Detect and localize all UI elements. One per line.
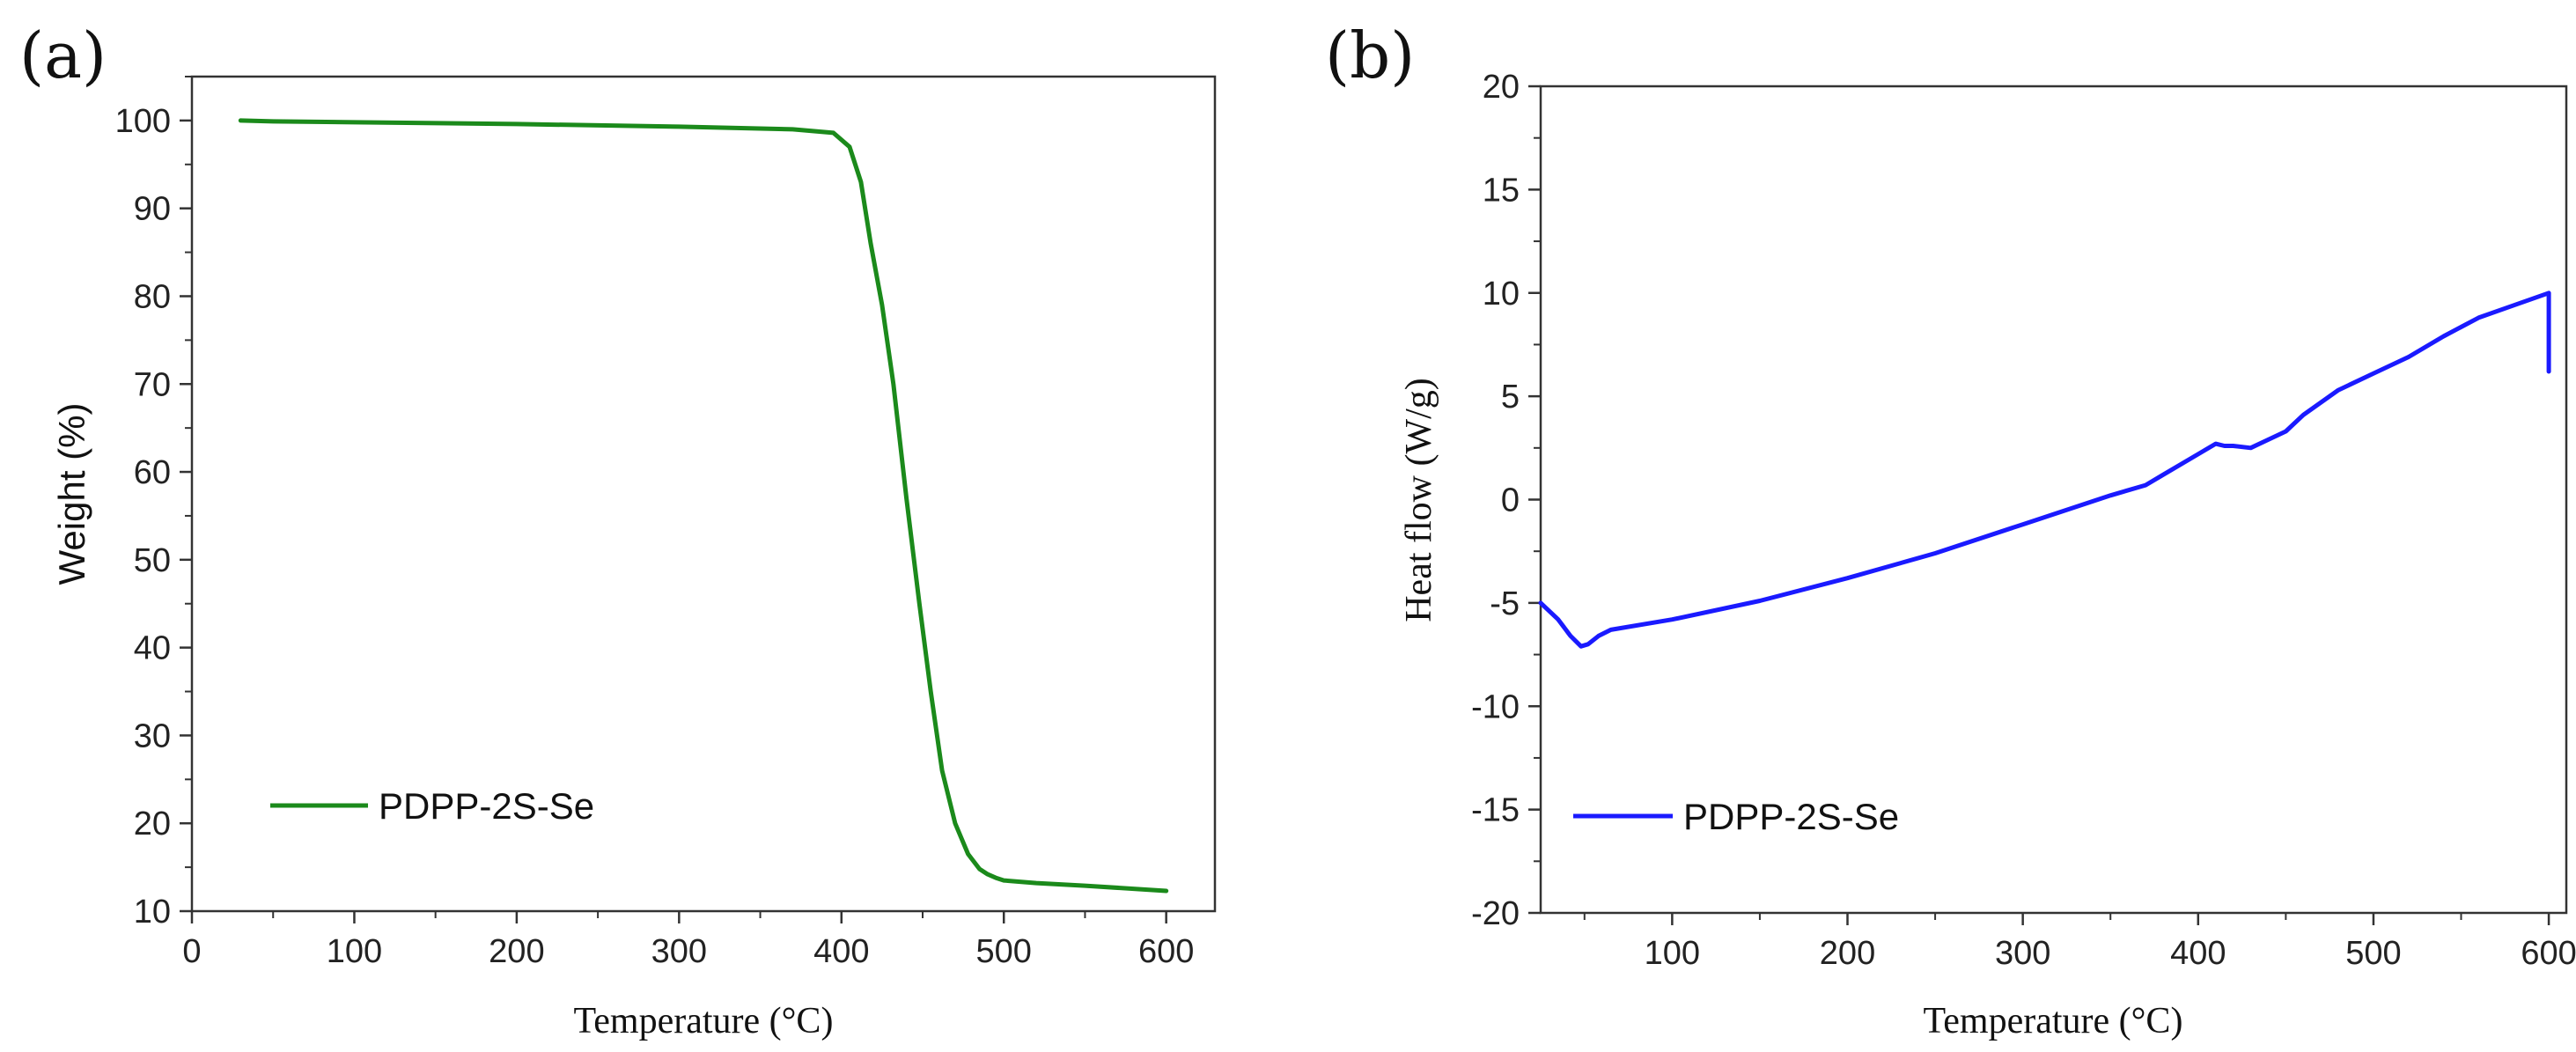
y-ticks-a: 10 20 30 40 50 60 70 80 90 100 [115, 76, 192, 931]
panel-b-label: (b) [1325, 18, 1415, 92]
y-tick-label: 60 [134, 454, 171, 491]
x-tick-label: 400 [2170, 935, 2226, 972]
x-tick-label: 300 [651, 933, 707, 970]
x-ticks-a: 0 100 200 300 400 500 600 [182, 911, 1194, 970]
y-tick-label: 50 [134, 542, 171, 579]
y-tick-label: 10 [1483, 276, 1520, 313]
x-tick-label: 500 [976, 933, 1032, 970]
x-ticks-b: 100 200 300 400 500 600 [1583, 913, 2576, 972]
x-axis-title-b: Temperature (°C) [1924, 1001, 2183, 1041]
y-tick-label: 40 [134, 630, 171, 667]
x-tick-label: 200 [489, 933, 544, 970]
weight-curve [238, 118, 1169, 894]
y-tick-label: 70 [134, 366, 171, 403]
plot-frame-b [1539, 85, 2568, 915]
x-tick-label: 200 [1820, 935, 1875, 972]
y-tick-label: 20 [134, 806, 171, 842]
y-tick-label: 15 [1483, 172, 1520, 209]
y-axis-title-b: Heat flow (W/g) [1399, 378, 1439, 622]
y-tick-label: 10 [134, 894, 171, 931]
panel-a: (a) 0 100 200 300 400 500 600 10 20 30 40 50 60 70 80… [19, 18, 1217, 1041]
x-tick-label: 500 [2345, 935, 2401, 972]
x-tick-label: 400 [813, 933, 869, 970]
y-ticks-b: -20 -15 -10 -5 0 5 10 15 20 [1471, 69, 1541, 932]
y-tick-label: -10 [1471, 688, 1520, 725]
y-tick-label: 30 [134, 717, 171, 754]
y-tick-label: 0 [1501, 482, 1520, 519]
y-tick-label: -5 [1490, 585, 1520, 622]
y-tick-label: 5 [1501, 379, 1520, 416]
x-tick-label: 600 [1138, 933, 1194, 970]
heat-flow-curve [1538, 291, 2551, 649]
legend-label-b: PDPP-2S-Se [1683, 796, 1899, 837]
panel-b: (b) 100 200 300 400 500 600 -20 -15 -10 -5 0 5 10 15… [1325, 18, 2576, 1041]
y-tick-label: 20 [1483, 69, 1520, 106]
plot-frame-a [190, 75, 1217, 913]
legend-label-a: PDPP-2S-Se [379, 785, 594, 827]
y-axis-title-a: Weight (%) [51, 403, 92, 585]
x-tick-label: 100 [327, 933, 382, 970]
y-tick-label: 80 [134, 278, 171, 315]
x-tick-label: 0 [182, 933, 201, 970]
x-tick-label: 600 [2521, 935, 2576, 972]
x-tick-label: 300 [1995, 935, 2050, 972]
x-axis-title-a: Temperature (°C) [574, 1001, 834, 1041]
panel-a-label: (a) [19, 18, 107, 92]
y-tick-label: -15 [1471, 792, 1520, 829]
x-tick-label: 100 [1645, 935, 1700, 972]
y-tick-label: 100 [115, 103, 171, 140]
y-tick-label: 90 [134, 191, 171, 228]
y-tick-label: -20 [1471, 895, 1520, 932]
